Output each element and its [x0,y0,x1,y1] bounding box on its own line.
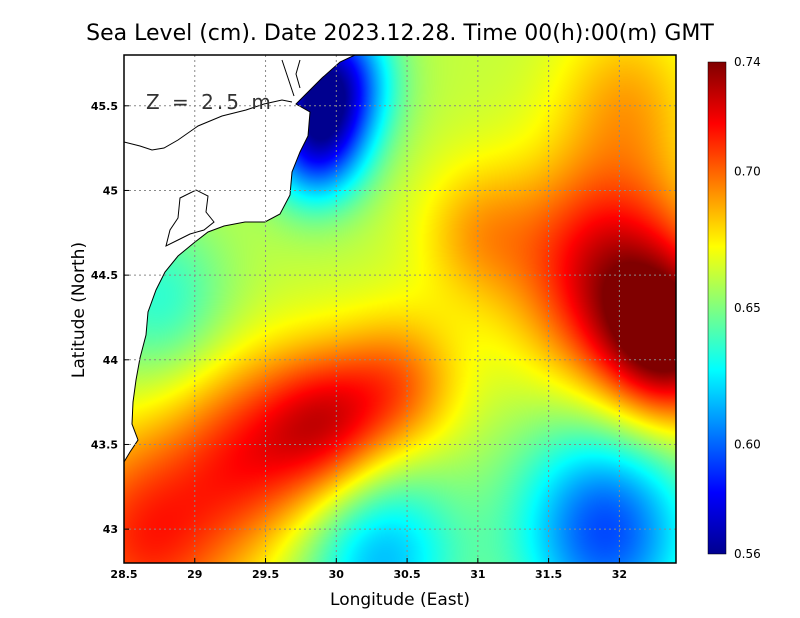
y-tick-label: 45.5 [91,100,118,113]
coastline [124,55,356,463]
land-mass [124,55,356,463]
colorbar-tick-label: 0.70 [734,164,761,178]
x-tick-label: 30.5 [394,568,421,581]
border-line [124,99,293,151]
colorbar [707,61,727,555]
x-tick-label: 28.5 [110,568,137,581]
colorbar-tick-label: 0.56 [734,547,761,561]
y-tick-label: 43.5 [91,438,118,451]
lagoon-shape [165,189,215,247]
x-tick-label: 31 [470,568,485,581]
grid-lines [124,55,676,563]
river-line [281,59,301,97]
plot-frame [123,54,677,564]
y-axis-ticks: 43 43.5 44 44.5 45 45.5 [91,100,129,536]
y-axis-label: Latitude (North) [69,242,89,378]
x-tick-label: 31.5 [535,568,562,581]
colorbar-tick-label: 0.74 [734,55,761,69]
x-axis-ticks: 28.5 29 29.5 30 30.5 31 31.5 32 [110,558,627,581]
x-tick-label: 32 [612,568,627,581]
x-axis-label: Longitude (East) [330,590,470,610]
x-tick-label: 30 [329,568,345,581]
x-tick-label: 29 [187,568,202,581]
x-tick-label: 29.5 [252,568,279,581]
colorbar-tick-label: 0.65 [734,301,761,315]
chart-title: Sea Level (cm). Date 2023.12.28. Time 00… [86,21,714,46]
y-tick-label: 43 [103,523,118,536]
depth-annotation: Z = 2.5 m [146,90,274,114]
y-tick-label: 44.5 [91,269,118,282]
colorbar-tick-label: 0.60 [734,438,761,452]
y-tick-label: 45 [103,184,118,197]
colorbar-ticks: 0.74 0.70 0.65 0.60 0.56 [734,55,761,561]
y-tick-label: 44 [103,354,119,367]
